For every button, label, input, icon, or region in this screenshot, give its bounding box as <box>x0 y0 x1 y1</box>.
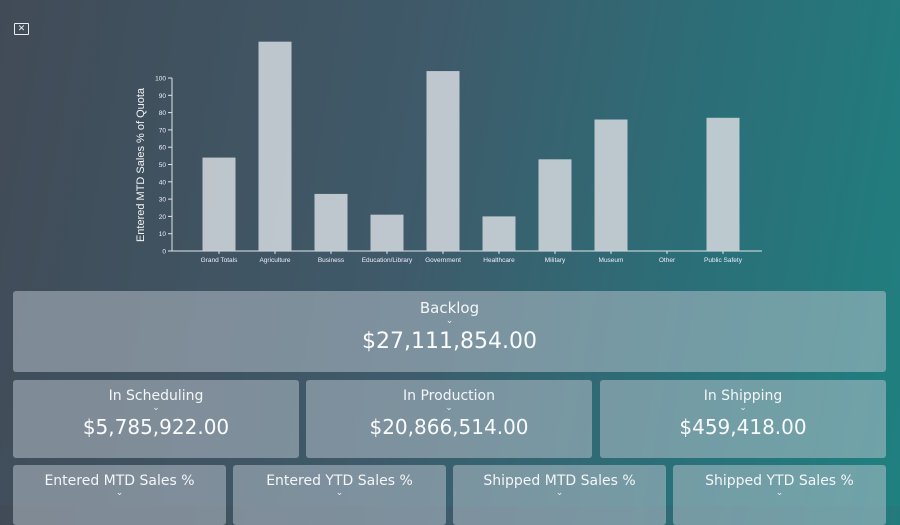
y-tick-label: 80 <box>159 110 167 117</box>
shipped-ytd-card[interactable]: Shipped YTD Sales % ⌄ <box>673 465 886 525</box>
chevron-down-icon[interactable]: ⌄ <box>335 488 344 498</box>
card-title: Entered YTD Sales % <box>266 473 413 489</box>
bar <box>594 119 628 252</box>
x-tick-label: Education/Library <box>362 257 413 264</box>
x-tick-label: Military <box>545 257 566 264</box>
bar <box>538 159 572 251</box>
in-production-card[interactable]: In Production ⌄ $20,866,514.00 <box>306 380 592 458</box>
entered-ytd-card[interactable]: Entered YTD Sales % ⌄ <box>233 465 446 525</box>
chevron-down-icon[interactable]: ⌄ <box>445 403 453 413</box>
y-tick-label: 20 <box>159 214 167 221</box>
card-value: $20,866,514.00 <box>369 415 529 439</box>
y-tick-label: 10 <box>159 231 167 238</box>
card-title: In Production <box>403 388 495 404</box>
y-tick-label: 50 <box>159 162 167 169</box>
in-scheduling-card[interactable]: In Scheduling ⌄ $5,785,922.00 <box>13 380 299 458</box>
chevron-down-icon[interactable]: ⌄ <box>739 403 747 413</box>
y-tick-label: 90 <box>159 93 167 100</box>
x-tick-label: Government <box>425 257 461 264</box>
card-title: In Scheduling <box>108 388 204 404</box>
y-tick-label: 60 <box>159 145 167 152</box>
chevron-down-icon[interactable]: ⌄ <box>152 403 160 413</box>
y-tick-label: 70 <box>159 127 167 134</box>
card-value: $5,785,922.00 <box>82 415 230 439</box>
x-tick-label: Grand Totals <box>201 257 238 264</box>
card-title: Shipped YTD Sales % <box>705 473 854 489</box>
card-title: Entered MTD Sales % <box>44 473 195 489</box>
bar-chart: 0 10 20 30 40 50 60 70 80 90 100 Grand Totals Agricu… <box>135 41 762 264</box>
bar <box>482 216 516 251</box>
bar <box>314 193 348 251</box>
chevron-down-icon[interactable]: ⌄ <box>445 316 454 326</box>
bar <box>426 71 460 251</box>
card-value: $459,418.00 <box>679 415 807 439</box>
x-tick-label: Museum <box>599 257 624 264</box>
x-tick-label: Healthcare <box>483 257 515 264</box>
x-tick-label: Business <box>318 257 345 264</box>
y-tick-label: 0 <box>162 249 166 256</box>
in-shipping-card[interactable]: In Shipping ⌄ $459,418.00 <box>600 380 886 458</box>
bar <box>706 117 740 251</box>
x-tick-label: Agriculture <box>259 257 290 264</box>
chevron-down-icon[interactable]: ⌄ <box>555 488 564 498</box>
chevron-down-icon[interactable]: ⌄ <box>775 488 784 498</box>
shipped-mtd-card[interactable]: Shipped MTD Sales % ⌄ <box>453 465 666 525</box>
chevron-down-icon[interactable]: ⌄ <box>115 488 124 498</box>
card-title: In Shipping <box>703 388 783 404</box>
x-tick-label: Other <box>659 257 676 264</box>
y-tick-label: 100 <box>155 76 166 83</box>
y-tick-label: 30 <box>159 197 167 204</box>
close-icon[interactable]: ✕ <box>14 23 29 35</box>
entered-mtd-card[interactable]: Entered MTD Sales % ⌄ <box>13 465 226 525</box>
backlog-card[interactable]: Backlog ⌄ $27,111,854.00 <box>13 291 886 372</box>
card-value: $27,111,854.00 <box>362 329 537 354</box>
y-axis-label: Entered MTD Sales % of Quota <box>135 87 147 242</box>
y-tick-label: 40 <box>159 179 167 186</box>
bar <box>258 41 292 251</box>
bar <box>202 157 236 251</box>
card-title: Backlog <box>419 299 480 317</box>
card-title: Shipped MTD Sales % <box>483 473 636 489</box>
x-tick-label: Public Safety <box>704 257 743 264</box>
bar <box>370 214 404 251</box>
